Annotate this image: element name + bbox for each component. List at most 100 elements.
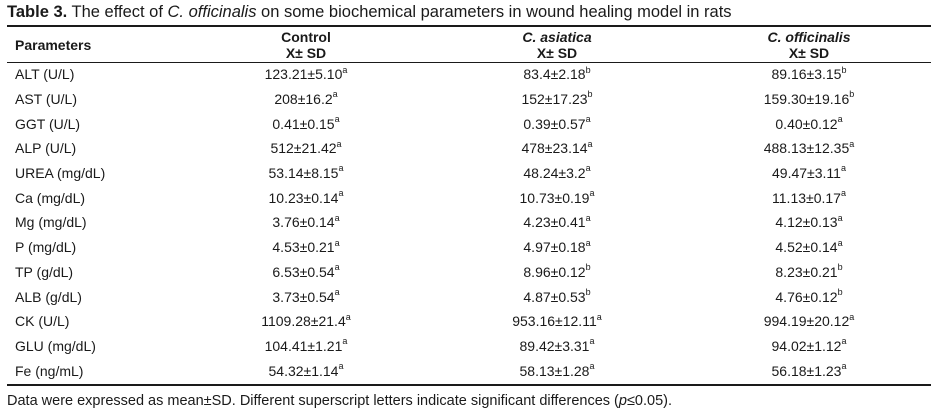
significance-letter: b [585, 262, 591, 273]
mean-sd-value: 1109.28±21.4 [261, 313, 346, 330]
significance-letter: a [596, 311, 602, 322]
value-cell: 159.30±19.16b [687, 87, 931, 112]
value-cell: 58.13±1.28a [427, 358, 687, 383]
parameter-name: Ca (mg/dL) [15, 189, 86, 206]
mean-sd-value: 104.41±1.21 [264, 337, 343, 354]
mean-sd-value: 58.13±1.28 [519, 362, 590, 379]
value-cell: 48.24±3.2a [427, 161, 687, 186]
mean-sd-value: 89.16±3.15 [771, 66, 842, 83]
table-row: ALT (U/L) 123.21±5.10a 83.4±2.18b 89.16±3.1… [7, 62, 931, 87]
mean-sd-value: 208±16.2 [274, 91, 333, 108]
table-number: Table 3. [7, 3, 68, 21]
group-stat-label: X± SD [285, 44, 327, 61]
value-cell: 3.76±0.14a [185, 210, 427, 235]
significance-letter: a [840, 188, 846, 199]
value-cell: 54.32±1.14a [185, 358, 427, 383]
parameter-name: TP (g/dL) [15, 263, 74, 280]
group-column-header: C. asiatica X± SD [427, 27, 687, 62]
significance-letter: a [589, 188, 595, 199]
value-cell: 94.02±1.12a [687, 334, 931, 359]
significance-letter: a [585, 237, 591, 248]
mean-sd-value: 123.21±5.10 [264, 66, 343, 83]
mean-sd-value: 10.23±0.14 [268, 189, 339, 206]
group-name: Control [281, 28, 331, 45]
significance-letter: a [841, 360, 847, 371]
mean-sd-value: 3.73±0.54 [272, 288, 335, 305]
group-column-header: Control X± SD [185, 27, 427, 62]
value-cell: 488.13±12.35a [687, 136, 931, 161]
value-cell: 0.39±0.57a [427, 111, 687, 136]
value-cell: 4.52±0.14a [687, 235, 931, 260]
table-row: Ca (mg/dL) 10.23±0.14a 10.73±0.19a 11.13±0.… [7, 185, 931, 210]
value-cell: 4.23±0.41a [427, 210, 687, 235]
parameter-name: GGT (U/L) [15, 115, 81, 132]
significance-letter: a [841, 336, 847, 347]
significance-letter: b [849, 89, 855, 100]
mean-sd-value: 0.40±0.12 [775, 115, 838, 132]
mean-sd-value: 11.13±0.17 [772, 189, 841, 206]
mean-sd-value: 8.23±0.21 [775, 263, 838, 280]
value-cell: 83.4±2.18b [427, 62, 687, 87]
mean-sd-value: 4.97±0.18 [523, 239, 586, 256]
caption-species: C. officinalis [167, 3, 257, 21]
mean-sd-value: 152±17.23 [521, 91, 588, 108]
mean-sd-value: 48.24±3.2 [523, 165, 586, 182]
table-caption: Table 3. The effect of C. officinalis on… [7, 2, 732, 22]
mean-sd-value: 994.19±20.12 [763, 313, 850, 330]
value-cell: 104.41±1.21a [185, 334, 427, 359]
mean-sd-value: 4.12±0.13 [775, 214, 838, 231]
table-row: UREA (mg/dL) 53.14±8.15a 48.24±3.2a 49.47±3… [7, 161, 931, 186]
significance-letter: b [585, 286, 591, 297]
significance-letter: a [338, 188, 344, 199]
parameter-name: UREA (mg/dL) [15, 165, 106, 182]
significance-letter: a [587, 138, 593, 149]
significance-letter: b [585, 64, 591, 75]
significance-letter: a [837, 114, 843, 125]
table-row: GLU (mg/dL) 104.41±1.21a 89.42±3.31a 94.02±… [7, 334, 931, 359]
significance-letter: a [840, 163, 846, 174]
value-cell: 4.12±0.13a [687, 210, 931, 235]
value-cell: 4.97±0.18a [427, 235, 687, 260]
table-row: AST (U/L) 208±16.2a 152±17.23b 159.30±19.16… [7, 87, 931, 112]
group-column-header: C. officinalis X± SD [687, 27, 931, 62]
table-footnote: Data were expressed as mean±SD. Differen… [7, 392, 672, 410]
table-header: Parameters Control X± SD C. asiatica X± … [7, 27, 931, 62]
value-cell: 56.18±1.23a [687, 358, 931, 383]
mean-sd-value: 54.32±1.14 [268, 362, 339, 379]
table-row: ALB (g/dL) 3.73±0.54a 4.87±0.53b 4.76±0.12b [7, 284, 931, 309]
value-cell: 10.73±0.19a [427, 185, 687, 210]
footnote-text-before: Data were expressed as mean±SD. Differen… [7, 393, 619, 409]
table-bottom-rule [7, 384, 931, 386]
significance-letter: a [334, 212, 340, 223]
group-stat-label: X± SD [536, 44, 578, 61]
significance-letter: a [334, 262, 340, 273]
table-row: GGT (U/L) 0.41±0.15a 0.39±0.57a 0.40±0.12a [7, 111, 931, 136]
mean-sd-value: 478±23.14 [521, 140, 588, 157]
table-row: Mg (mg/dL) 3.76±0.14a 4.23±0.41a 4.12±0.13a [7, 210, 931, 235]
value-cell: 478±23.14a [427, 136, 687, 161]
significance-letter: a [589, 360, 595, 371]
mean-sd-value: 4.87±0.53 [523, 288, 586, 305]
value-cell: 994.19±20.12a [687, 309, 931, 334]
value-cell: 4.87±0.53b [427, 284, 687, 309]
table-row: TP (g/dL) 6.53±0.54a 8.96±0.12b 8.23±0.21b [7, 260, 931, 285]
value-cell: 953.16±12.11a [427, 309, 687, 334]
mean-sd-value: 0.41±0.15 [272, 115, 335, 132]
caption-text-before: The effect of [67, 3, 168, 21]
value-cell: 512±21.42a [185, 136, 427, 161]
mean-sd-value: 4.52±0.14 [775, 239, 838, 256]
parameter-name: AST (U/L) [15, 91, 77, 108]
parameter-name: Fe (ng/mL) [15, 362, 84, 379]
parameter-name: ALT (U/L) [15, 66, 75, 83]
significance-letter: a [837, 237, 843, 248]
mean-sd-value: 8.96±0.12 [523, 263, 586, 280]
value-cell: 49.47±3.11a [687, 161, 931, 186]
value-cell: 8.23±0.21b [687, 260, 931, 285]
table-row: Fe (ng/mL) 54.32±1.14a 58.13±1.28a 56.18±1.… [7, 358, 931, 383]
table-row: CK (U/L) 1109.28±21.4a 953.16±12.11a 994.19… [7, 309, 931, 334]
mean-sd-value: 159.30±19.16 [763, 91, 850, 108]
footnote-p-symbol: p [618, 393, 627, 409]
value-cell: 4.53±0.21a [185, 235, 427, 260]
mean-sd-value: 94.02±1.12 [771, 337, 842, 354]
mean-sd-value: 6.53±0.54 [272, 263, 335, 280]
